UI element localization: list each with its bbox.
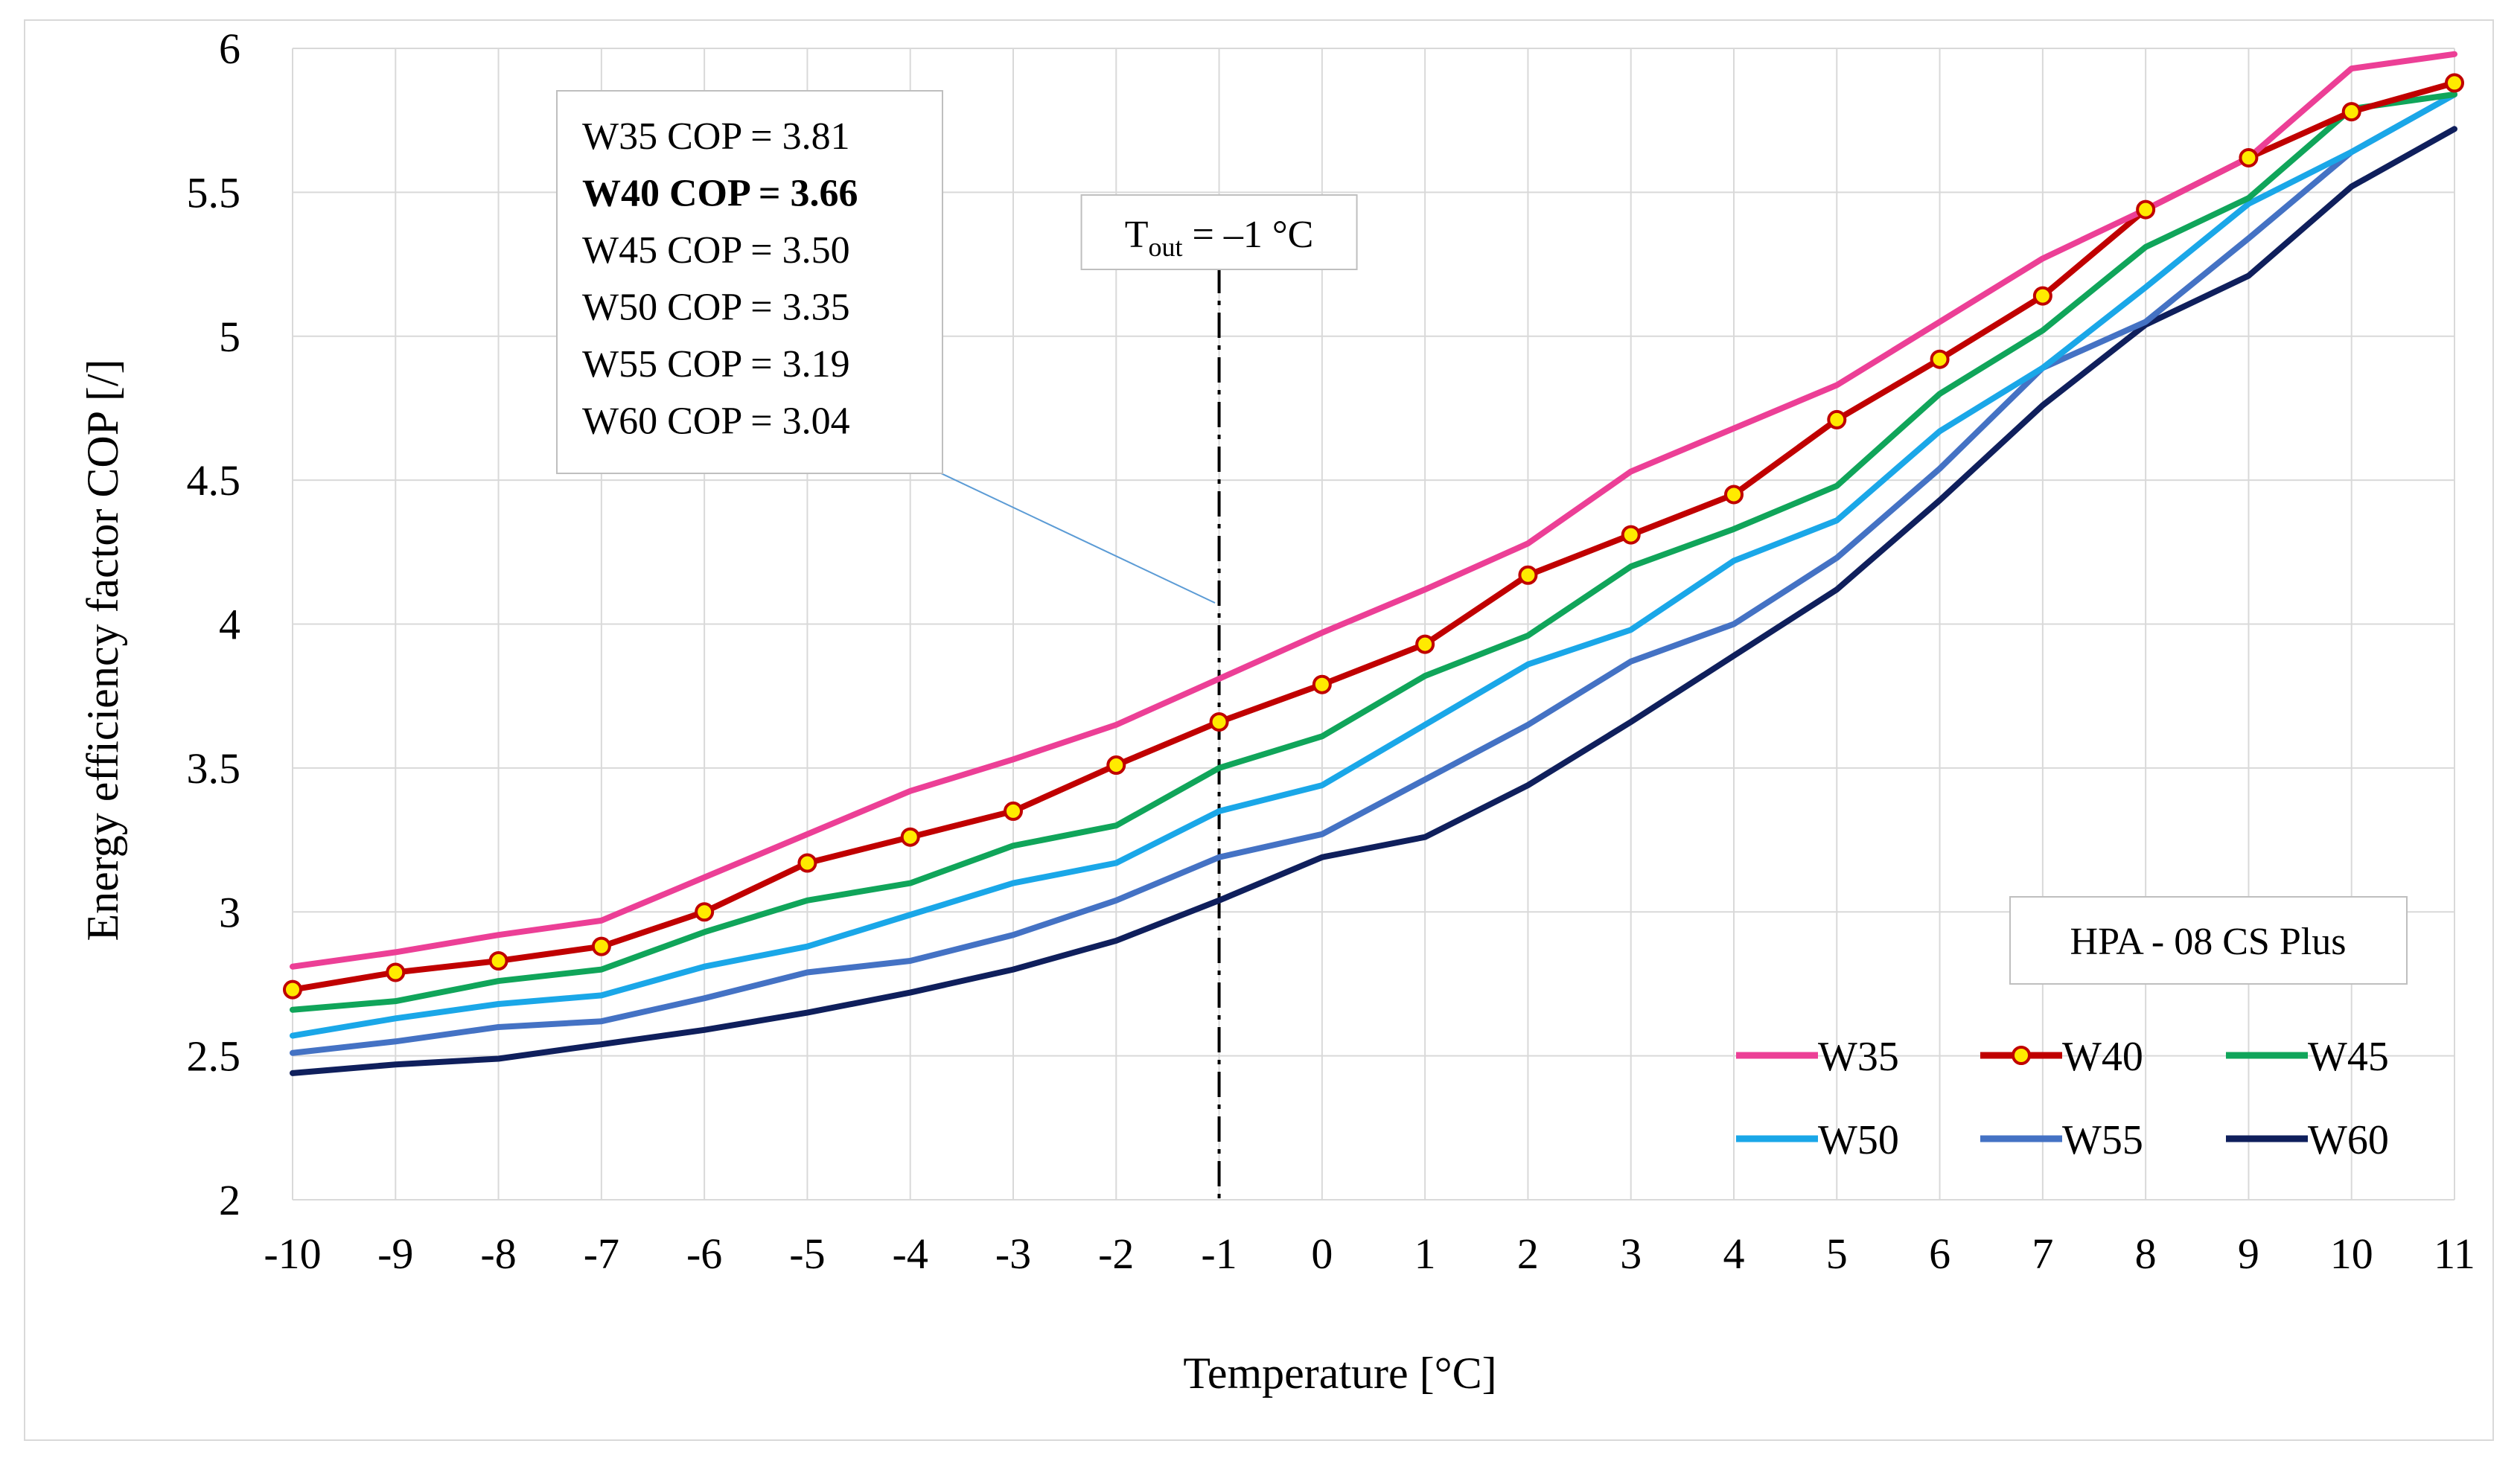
data-point-w40 (2032, 286, 2052, 306)
series-line-w55 (290, 91, 2457, 1056)
reference-label: Tout = –1 °C (1125, 214, 1314, 262)
x-tick-label: 0 (1311, 1230, 1333, 1278)
data-point-w40 (283, 979, 302, 1000)
y-tick-label: 2.5 (187, 1032, 241, 1081)
data-point-w40 (2445, 73, 2464, 93)
legend-label-w40: W40 (2062, 1034, 2143, 1080)
data-point-w40 (797, 853, 817, 873)
data-point-w40 (1106, 755, 1126, 776)
data-point-w40 (695, 902, 715, 922)
x-tick-label: -2 (1098, 1230, 1134, 1278)
series-line-w45 (290, 91, 2457, 1013)
series-line-w35 (290, 51, 2457, 970)
x-tick-label: 4 (1723, 1230, 1745, 1278)
data-point-w40 (1827, 409, 1847, 429)
x-tick-label: 11 (2434, 1230, 2475, 1278)
info-box (556, 90, 943, 474)
chart-frame (24, 19, 2494, 1441)
data-point-w40 (488, 950, 508, 971)
info-line: W55 COP = 3.19 (582, 343, 850, 386)
y-tick-label: 2 (219, 1176, 240, 1224)
model-label-box (2009, 896, 2408, 985)
data-point-w40 (1415, 634, 1435, 654)
x-tick-label: -10 (264, 1230, 321, 1278)
legend-label-w35: W35 (1818, 1034, 1899, 1080)
legend-label-w50: W50 (1818, 1117, 1899, 1163)
x-tick-label: 3 (1620, 1230, 1642, 1278)
model-label: HPA - 08 CS Plus (2070, 921, 2347, 963)
y-tick-label: 4.5 (187, 456, 241, 505)
data-point-w40 (1312, 674, 1332, 694)
x-tick-label: -8 (480, 1230, 516, 1278)
axes: -10 -9 -8 -7 -6 -5 -4 -3 -2 -1 0 1 2 3 4 5 6 7 8 9 10 1122.53… (78, 25, 2475, 1398)
legend-marker-w40 (2012, 1046, 2031, 1065)
data-point-w40 (2341, 102, 2361, 122)
data-point-w40 (386, 962, 406, 982)
reference-label-box (1080, 194, 1358, 270)
x-axis-title: Temperature [°C] (1183, 1349, 1496, 1398)
info-line: W60 COP = 3.04 (582, 400, 850, 443)
info-line: W45 COP = 3.50 (582, 229, 850, 272)
data-point-w40 (900, 827, 920, 847)
legend-label-w45: W45 (2308, 1034, 2389, 1080)
callout-line (939, 472, 1216, 604)
data-point-w40 (1724, 485, 1744, 505)
data-point-w40 (1209, 712, 1229, 732)
series-line-w60 (290, 126, 2457, 1076)
x-tick-label: 5 (1826, 1230, 1848, 1278)
info-line: W35 COP = 3.81 (582, 115, 850, 158)
x-tick-label: -5 (789, 1230, 825, 1278)
series-line-w50 (290, 91, 2457, 1039)
x-tick-label: -9 (377, 1230, 413, 1278)
y-tick-label: 3 (219, 888, 240, 936)
x-tick-label: -7 (584, 1230, 619, 1278)
legend-label-w60: W60 (2308, 1117, 2389, 1163)
y-tick-label: 6 (219, 25, 240, 73)
data-point-w40 (1518, 565, 1538, 585)
x-tick-label: 1 (1414, 1230, 1436, 1278)
data-point-w40 (2136, 199, 2156, 220)
y-tick-label: 4 (219, 601, 240, 649)
legend-label-w55: W55 (2062, 1117, 2143, 1163)
y-tick-label: 5 (219, 313, 240, 361)
y-axis-title: Energy efficiency factor COP [/] (78, 359, 127, 942)
data-point-w40 (591, 936, 611, 956)
x-tick-label: 10 (2330, 1230, 2373, 1278)
data-point-w40 (1621, 525, 1641, 545)
series-group (283, 51, 2464, 1076)
info-line: W50 COP = 3.35 (582, 287, 850, 329)
x-tick-label: -1 (1201, 1230, 1237, 1278)
y-tick-label: 3.5 (187, 744, 241, 793)
legend: W35 W40 W45 W50 W55 W60 (1736, 1034, 2389, 1163)
x-tick-label: 9 (2238, 1230, 2259, 1278)
x-tick-label: -3 (995, 1230, 1031, 1278)
data-point-w40 (2239, 147, 2259, 167)
data-point-w40 (1004, 801, 1023, 821)
data-point-w40 (1930, 349, 1950, 369)
x-tick-label: -4 (893, 1230, 928, 1278)
series-line-w40 (290, 80, 2457, 993)
x-tick-label: 6 (1929, 1230, 1950, 1278)
y-tick-label: 5.5 (187, 168, 241, 217)
info-line: W40 COP = 3.66 (582, 173, 858, 215)
reference-line-group: Tout = –1 °C (1080, 194, 1358, 1200)
annotations: W35 COP = 3.81 W40 COP = 3.66 W45 COP = 3.… (556, 90, 2408, 985)
x-tick-label: 2 (1517, 1230, 1539, 1278)
x-tick-label: 8 (2135, 1230, 2157, 1278)
x-tick-label: 7 (2032, 1230, 2053, 1278)
x-tick-label: -6 (686, 1230, 722, 1278)
